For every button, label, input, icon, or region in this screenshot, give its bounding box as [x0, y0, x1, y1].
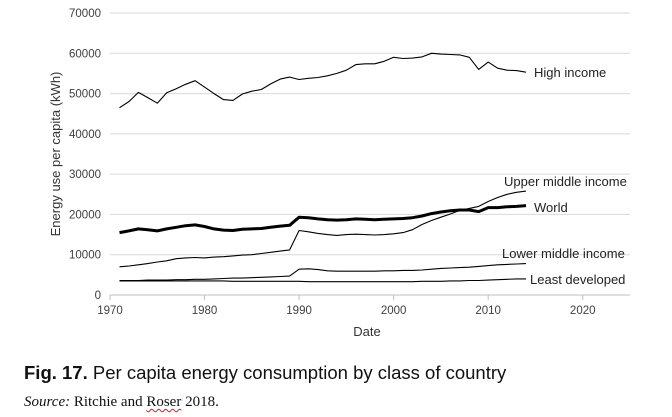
series-label-world: World [534, 200, 568, 215]
y-tick-label: 30000 [69, 169, 101, 181]
gridlines [110, 12, 630, 256]
x-tick-label: 1990 [286, 305, 312, 317]
x-tick-label: 2020 [570, 305, 596, 317]
y-tick-label: 20000 [69, 209, 101, 221]
y-tick-label: 10000 [69, 250, 101, 262]
series-line-lower-middle-income [119, 263, 527, 282]
y-axis-ticks: 0 10000 20000 30000 40000 50000 60000 70000 [69, 8, 101, 302]
y-tick-label: 70000 [69, 8, 101, 20]
series-line-upper-middle-income [119, 190, 527, 268]
figure-number: Fig. 17. [24, 362, 88, 383]
x-axis-ticks: 1970 1980 1990 2000 2010 2020 [97, 295, 596, 317]
y-tick-label: 60000 [69, 48, 101, 60]
y-tick-label: 40000 [69, 129, 101, 141]
x-tick-label: 1970 [97, 305, 123, 317]
x-axis-title: Date [353, 324, 380, 339]
series-line-world [119, 204, 527, 235]
series-line-high-income [119, 52, 527, 109]
y-tick-label: 50000 [69, 89, 101, 101]
series-line-least-developed [119, 278, 526, 283]
caption-text: Per capita energy consumption by class o… [87, 362, 507, 383]
series-label-least-developed: Least developed [530, 272, 625, 287]
x-tick-label: 1980 [192, 305, 218, 317]
series-label-upper-middle-income: Upper middle income [504, 174, 627, 189]
y-axis-title: Energy use per capita (kWh) [48, 72, 63, 237]
chart-area: 0 10000 20000 30000 40000 50000 60000 70000 197… [48, 8, 630, 339]
series-labels: High income Upper middle income World Lower… [502, 65, 627, 287]
source-text-after: 2018. [181, 394, 219, 410]
x-tick-label: 2010 [475, 305, 501, 317]
source-flagged-word: Roser [146, 394, 182, 410]
x-tick-label: 2000 [381, 305, 407, 317]
y-tick-label: 0 [95, 290, 101, 302]
series-lines [119, 52, 527, 283]
source-line: Source: Ritchie and Roser 2018. [24, 394, 219, 411]
series-label-lower-middle-income: Lower middle income [502, 246, 625, 261]
source-text-before: Ritchie and [70, 394, 147, 410]
figure-caption: Fig. 17. Per capita energy consumption b… [24, 362, 506, 384]
source-label: Source: [24, 394, 71, 410]
series-label-high-income: High income [534, 65, 606, 80]
